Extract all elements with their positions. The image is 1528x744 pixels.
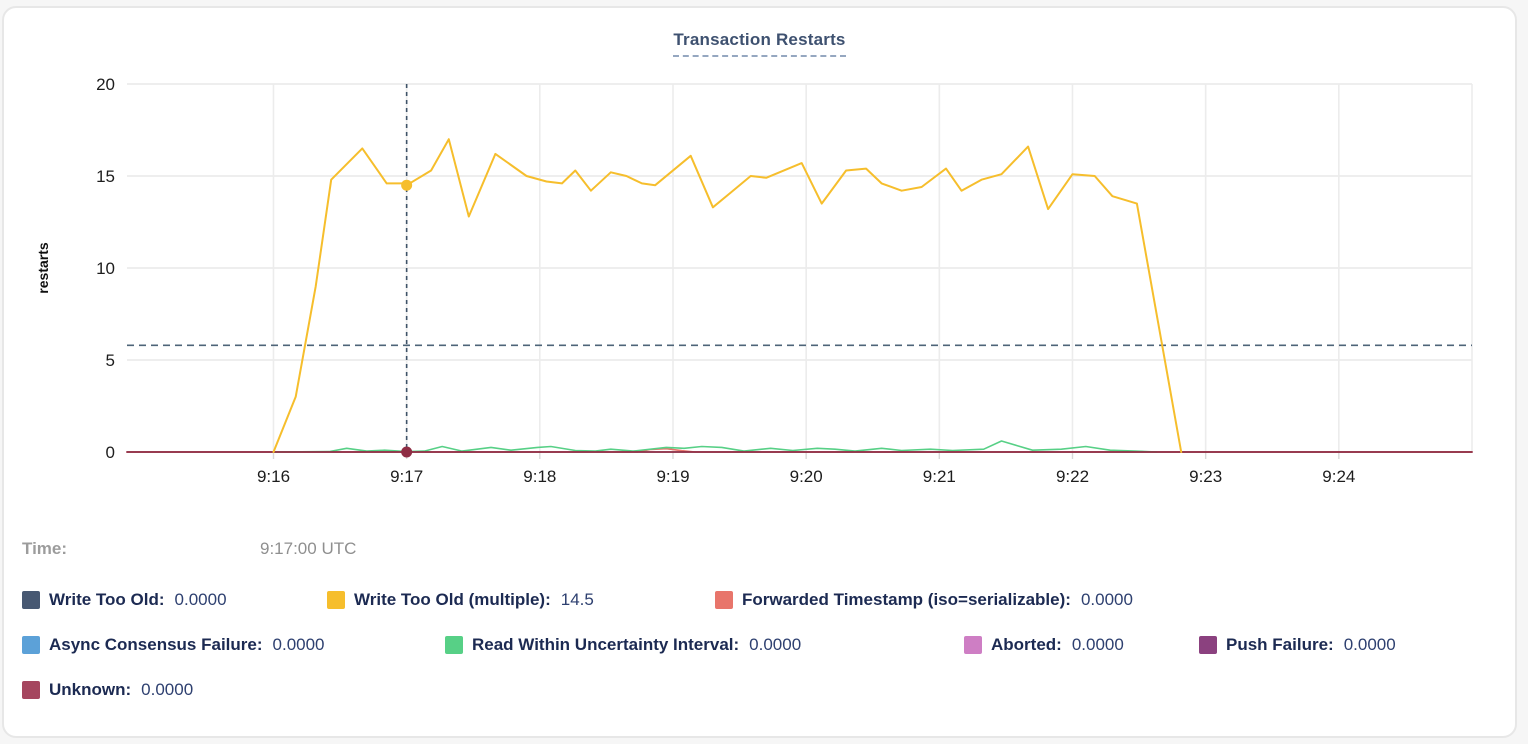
x-tick-label: 9:24 (1322, 467, 1355, 486)
legend-value: 0.0000 (141, 680, 194, 699)
x-tick-label: 9:19 (656, 467, 689, 486)
legend-label: Push Failure: (1226, 635, 1334, 654)
legend-swatch-read-within-uncertainty-interval (445, 636, 463, 654)
legend-item-write-too-old-multiple: Write Too Old (multiple): 14.5 (327, 590, 594, 610)
legend-value: 14.5 (560, 590, 594, 609)
y-tick-label: 20 (96, 75, 115, 94)
legend-item-write-too-old: Write Too Old: 0.0000 (22, 590, 227, 610)
legend-item-read-within-uncertainty-interval: Read Within Uncertainty Interval: 0.0000 (445, 635, 801, 655)
x-tick-label: 9:22 (1056, 467, 1089, 486)
hover-dot-unknown (401, 446, 413, 458)
chart-card: Transaction Restarts 0 5 10 15 20 9:16 9:17 9:1… (2, 6, 1517, 738)
hover-time-label: Time: (22, 539, 68, 558)
x-tick-label: 9:20 (790, 467, 823, 486)
series-line-read-within-uncertainty-interval (272, 440, 1158, 453)
legend-swatch-async-consensus-failure (22, 636, 40, 654)
y-tick-label: 0 (106, 443, 115, 462)
legend-label: Async Consensus Failure: (49, 635, 263, 654)
legend-value: 0.0000 (1071, 635, 1124, 654)
legend-swatch-write-too-old (22, 591, 40, 609)
series-line-write-too-old-multiple (272, 138, 1183, 453)
transaction-restarts-chart[interactable]: 0 5 10 15 20 9:16 9:17 9:18 9:19 9:20 9:21 9:22 9:23… (4, 62, 1515, 507)
y-tick-label: 15 (96, 167, 115, 186)
legend-label: Aborted: (991, 635, 1062, 654)
legend-value: 0.0000 (174, 590, 227, 609)
x-tick-label: 9:21 (923, 467, 956, 486)
gridlines (127, 83, 1473, 459)
legend-item-aborted: Aborted: 0.0000 (964, 635, 1124, 655)
legend-item-unknown: Unknown: 0.0000 (22, 680, 193, 700)
legend-item-forwarded-timestamp-iso-serializable: Forwarded Timestamp (iso=serializable): 0… (715, 590, 1133, 610)
legend-label: Write Too Old (multiple): (354, 590, 551, 609)
legend-row: Unknown: 0.0000 (4, 680, 1515, 706)
legend-label: Forwarded Timestamp (iso=serializable): (742, 590, 1071, 609)
legend-value: 0.0000 (272, 635, 325, 654)
x-tick-label: 9:17 (390, 467, 423, 486)
legend-value: 0.0000 (749, 635, 802, 654)
legend-swatch-unknown (22, 681, 40, 699)
legend-swatch-forwarded-timestamp-iso-serializable (715, 591, 733, 609)
legend-value: 0.0000 (1343, 635, 1396, 654)
hover-dot-write-too-old-multiple (401, 179, 413, 191)
legend-swatch-push-failure (1199, 636, 1217, 654)
x-tick-label: 9:16 (257, 467, 290, 486)
legend-label: Unknown: (49, 680, 132, 699)
legend-swatch-write-too-old-multiple (327, 591, 345, 609)
y-axis-label: restarts (35, 242, 51, 294)
legend-item-async-consensus-failure: Async Consensus Failure: 0.0000 (22, 635, 325, 655)
legend-row: Async Consensus Failure: 0.0000 Read Withi… (4, 635, 1515, 661)
legend-label: Write Too Old: (49, 590, 165, 609)
chart-title-wrap: Transaction Restarts (4, 30, 1515, 57)
hover-time-row: Time: 9:17:00 UTC (4, 539, 1515, 563)
chart-title[interactable]: Transaction Restarts (673, 30, 846, 57)
legend-value: 0.0000 (1080, 590, 1133, 609)
x-tick-label: 9:18 (523, 467, 556, 486)
y-tick-label: 5 (106, 351, 115, 370)
legend-row: Write Too Old: 0.0000 Write Too Old (multi… (4, 590, 1515, 616)
hover-time-value: 9:17:00 UTC (260, 539, 357, 558)
legend-label: Read Within Uncertainty Interval: (472, 635, 740, 654)
x-tick-label: 9:23 (1189, 467, 1222, 486)
legend-item-push-failure: Push Failure: 0.0000 (1199, 635, 1396, 655)
y-tick-label: 10 (96, 259, 115, 278)
legend-swatch-aborted (964, 636, 982, 654)
